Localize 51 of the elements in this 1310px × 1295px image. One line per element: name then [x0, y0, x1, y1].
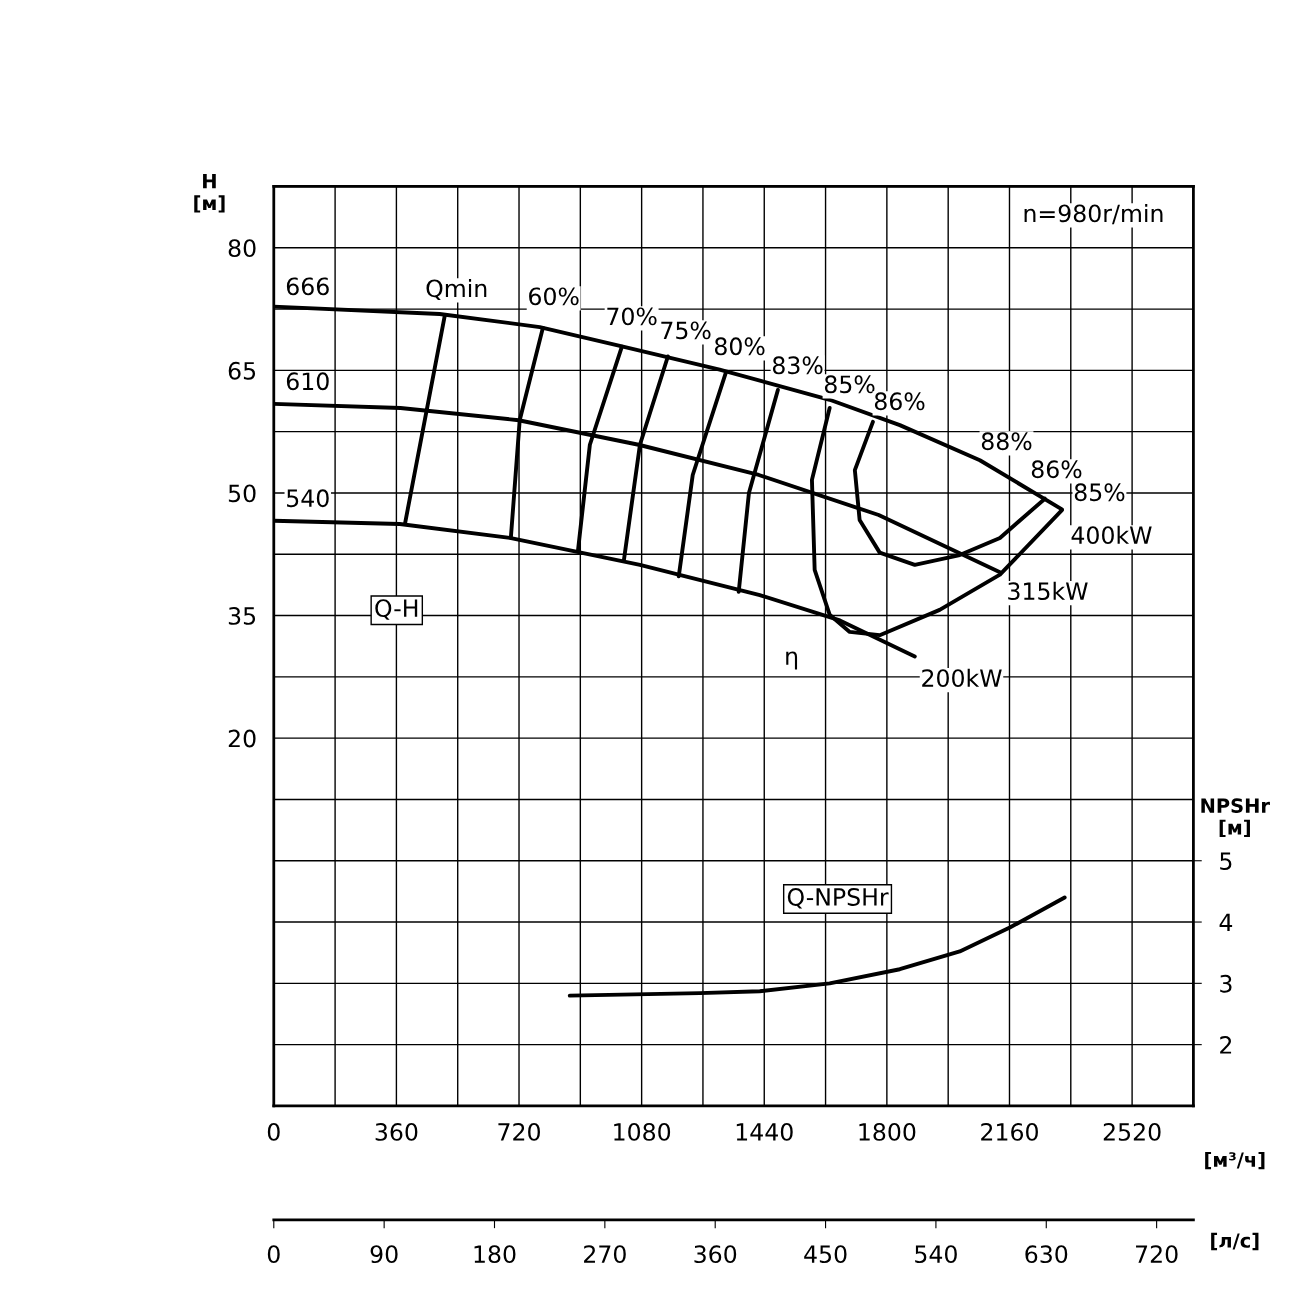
x-tick-label: 2160 — [981, 1123, 1038, 1141]
x2-tick-label: 180 — [474, 1245, 516, 1264]
x2-tick-label: 0 — [267, 1245, 280, 1264]
x-tick-label: 1800 — [859, 1123, 916, 1141]
annotation: 200kW — [922, 668, 1002, 688]
y-tick-label: 50 — [228, 484, 256, 503]
annotation: Qmin — [426, 278, 487, 300]
y2-tick-label: 2 — [1220, 1036, 1232, 1054]
x-tick-label: 360 — [375, 1123, 418, 1141]
x2-tick-label: 90 — [370, 1245, 398, 1264]
x-tick-label: 1080 — [614, 1123, 671, 1141]
annotation: 83% — [772, 356, 823, 375]
annotation: η — [786, 651, 798, 670]
annotation: 86% — [874, 392, 925, 411]
x-axis-title: [м³/ч] — [1205, 1151, 1265, 1170]
annotation: n=980r/min — [1024, 204, 1163, 225]
annotation: 400kW — [1071, 525, 1152, 545]
annotation: 70% — [607, 307, 657, 326]
annotation: Q-NPSHr — [787, 888, 889, 909]
annotation: 85% — [1074, 483, 1125, 502]
annotation: 540 — [287, 489, 329, 508]
y-tick-label: 20 — [228, 729, 256, 748]
annotation: 610 — [286, 372, 329, 391]
annotation: 85% — [824, 375, 875, 394]
x2-tick-label: 270 — [584, 1245, 626, 1264]
x2-axis-title: [л/с] — [1211, 1232, 1259, 1251]
annotation: 88% — [981, 432, 1032, 451]
y2-tick-label: 3 — [1220, 974, 1232, 993]
x2-tick-label: 630 — [1025, 1245, 1068, 1264]
annotation: 75% — [661, 321, 711, 340]
x-tick-label: 2520 — [1103, 1123, 1161, 1141]
annotation: 80% — [714, 337, 765, 356]
x2-tick-label: 540 — [915, 1245, 957, 1264]
y-tick-label: 80 — [228, 239, 256, 258]
annotation: Q-H — [375, 599, 418, 620]
x-tick-label: 0 — [267, 1123, 280, 1141]
x2-tick-label: 720 — [1136, 1245, 1178, 1264]
annotation: 86% — [1031, 460, 1082, 479]
annotation: 315kW — [1008, 581, 1088, 601]
y-tick-label: 35 — [228, 607, 256, 625]
x2-tick-label: 360 — [694, 1245, 737, 1264]
y-tick-label: 65 — [228, 361, 256, 380]
x-tick-label: 1440 — [736, 1123, 793, 1141]
y2-tick-label: 5 — [1220, 852, 1232, 871]
x2-tick-label: 450 — [804, 1245, 847, 1264]
y2-tick-label: 4 — [1219, 913, 1233, 932]
annotation: 666 — [286, 277, 329, 296]
annotation: 60% — [529, 287, 579, 306]
y2-axis-title: NPSHr [м] — [1201, 798, 1270, 838]
x-tick-label: 720 — [498, 1123, 540, 1141]
y-axis-title: H [м] — [194, 174, 225, 213]
